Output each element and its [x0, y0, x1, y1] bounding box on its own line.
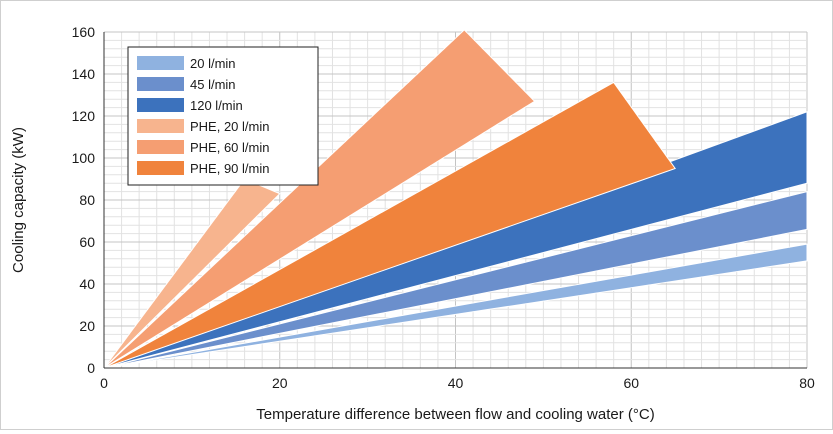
x-tick-label: 60 — [623, 375, 639, 391]
band-phe-20-l-min — [103, 178, 281, 369]
legend-swatch — [137, 140, 184, 154]
y-tick-label: 120 — [72, 108, 96, 124]
legend-swatch — [137, 161, 184, 175]
legend-label: 120 l/min — [190, 98, 243, 113]
y-axis-title: Cooling capacity (kW) — [10, 127, 27, 273]
legend: 20 l/min 45 l/min 120 l/min PHE, 20 l/min PH… — [127, 46, 319, 186]
band-phe-90-l-min — [103, 81, 676, 369]
band-45-l-min — [103, 190, 808, 369]
y-tick-label: 100 — [72, 150, 96, 166]
legend-swatch — [137, 77, 184, 91]
legend-swatch — [137, 119, 184, 133]
legend-label: PHE, 20 l/min — [190, 119, 269, 134]
axes: 0 20 40 60 80 0 20 40 60 80 100 120 140 160 — [72, 24, 815, 391]
legend-label: PHE, 90 l/min — [190, 161, 269, 176]
x-tick-label: 20 — [272, 375, 288, 391]
data-bands — [103, 29, 808, 369]
y-tick-label: 20 — [79, 318, 95, 334]
band-20-l-min — [103, 243, 808, 369]
y-tick-label: 160 — [72, 24, 96, 40]
y-tick-label: 60 — [79, 234, 95, 250]
x-tick-label: 80 — [799, 375, 815, 391]
legend-label: 20 l/min — [190, 56, 236, 71]
x-axis-title: Temperature difference between flow and … — [256, 406, 654, 423]
legend-label: PHE, 60 l/min — [190, 140, 269, 155]
y-tick-label: 140 — [72, 66, 96, 82]
legend-swatch — [137, 56, 184, 70]
x-tick-label: 40 — [448, 375, 464, 391]
y-tick-label: 80 — [79, 192, 95, 208]
y-tick-label: 0 — [87, 360, 95, 376]
legend-swatch — [137, 98, 184, 112]
y-tick-label: 40 — [79, 276, 95, 292]
x-tick-label: 0 — [100, 375, 108, 391]
band-phe-60-l-min — [103, 29, 536, 369]
legend-label: 45 l/min — [190, 77, 236, 92]
